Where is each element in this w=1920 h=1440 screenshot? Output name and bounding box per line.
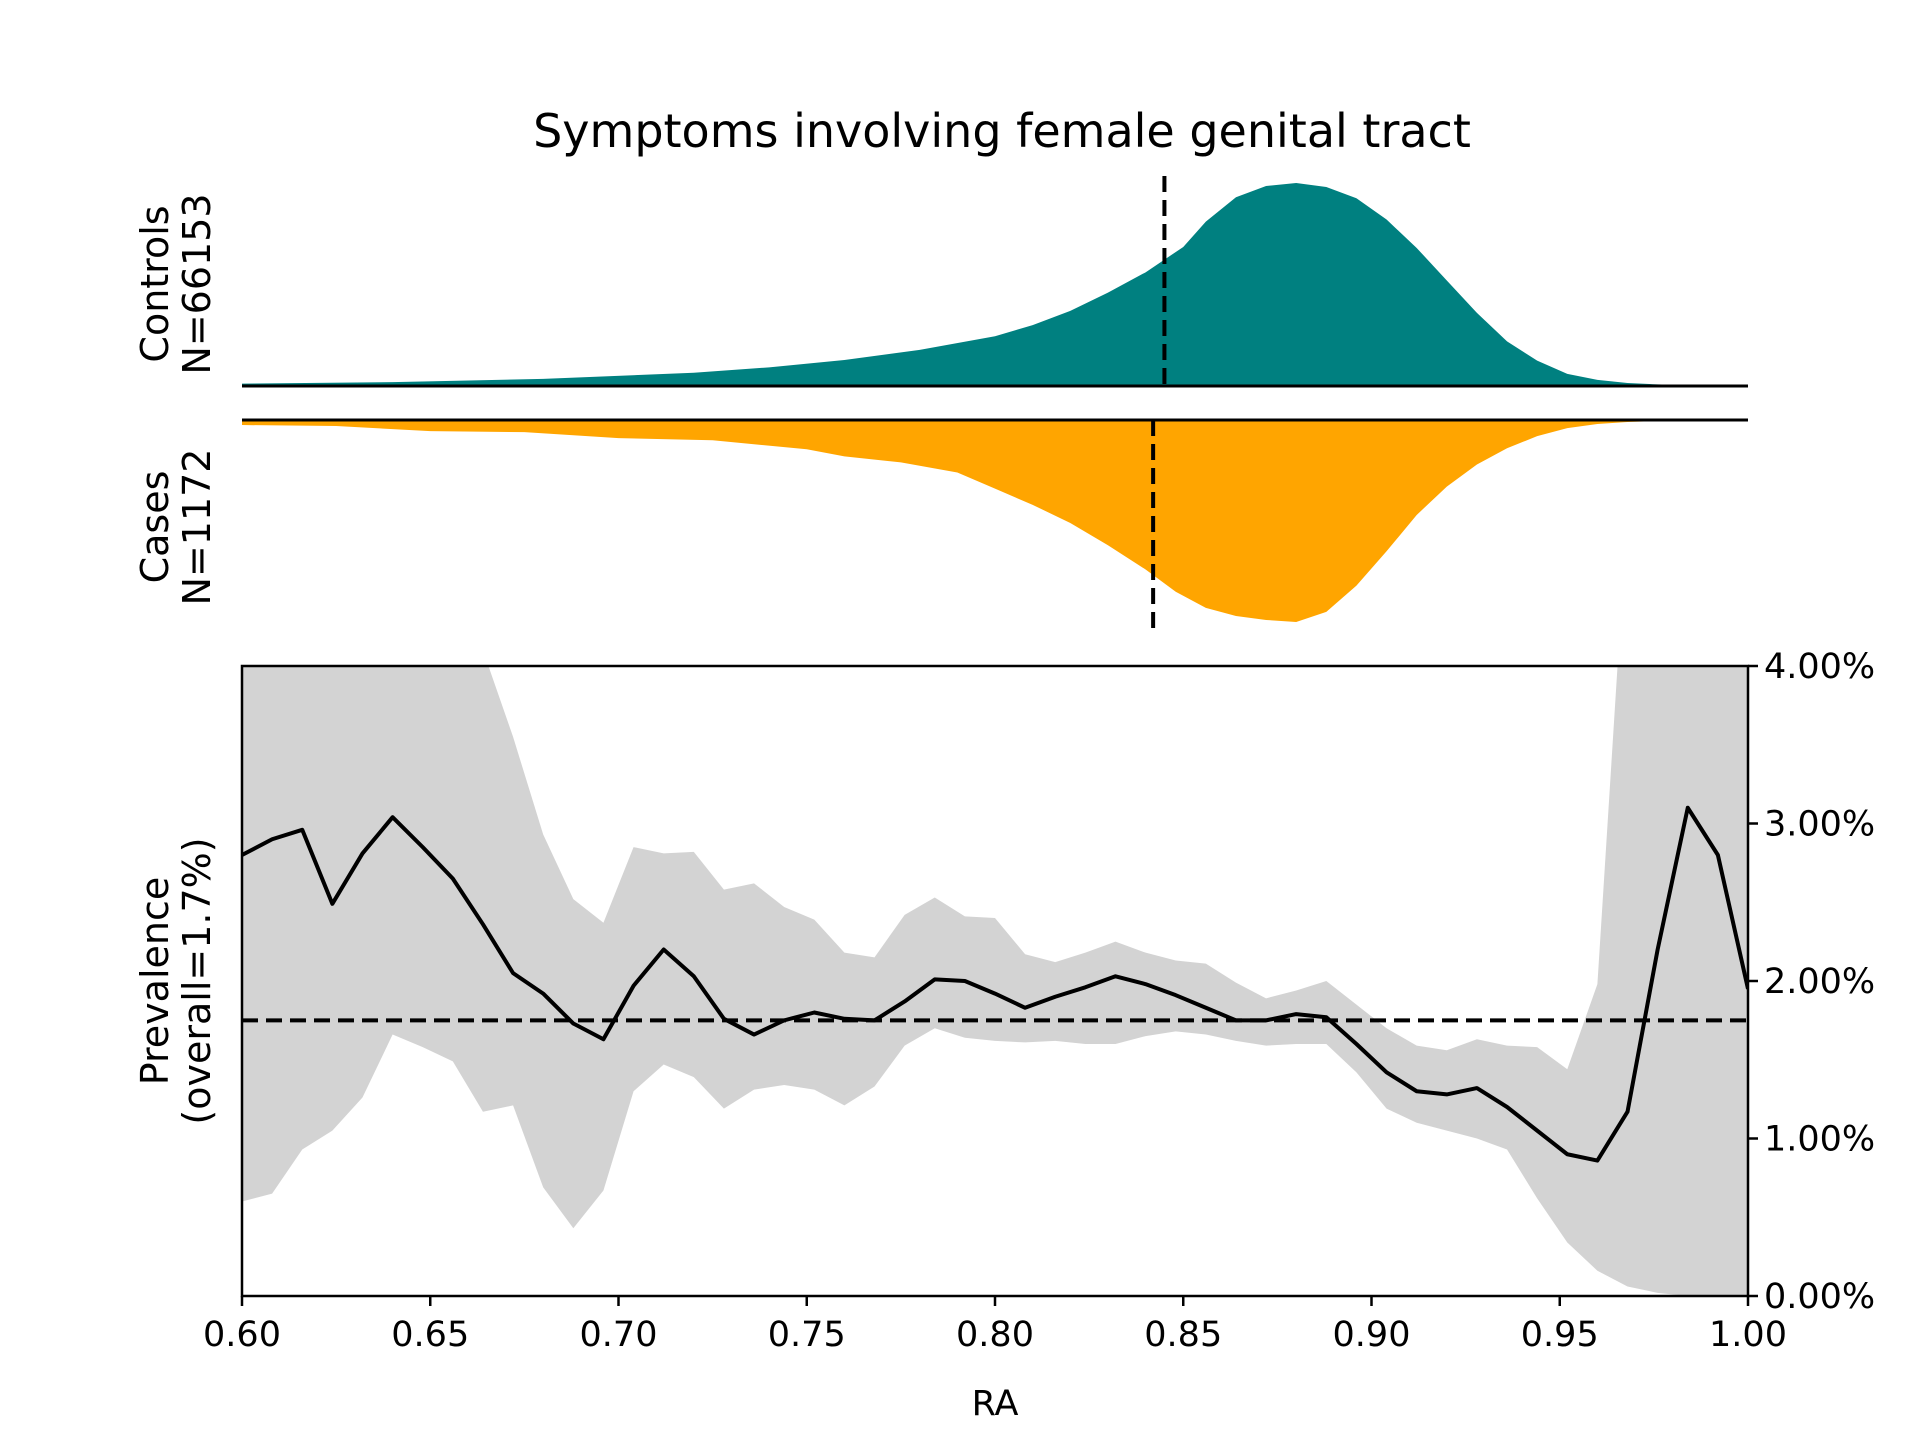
cases-panel: Cases N=1172 [133, 418, 1748, 630]
controls-panel: Controls N=66153 [133, 176, 1748, 388]
x-tick-label: 0.75 [768, 1315, 846, 1355]
prevalence-ylabel-line2: (overall=1.7%) [175, 837, 219, 1124]
x-axis-label: RA [972, 1384, 1019, 1424]
confidence-band [242, 666, 1748, 1296]
y-tick-label: 2.00% [1764, 962, 1875, 1002]
cases-ylabel-line2: N=1172 [175, 449, 219, 606]
x-tick-label: 1.00 [1709, 1315, 1787, 1355]
x-tick-label: 0.80 [956, 1315, 1034, 1355]
cases-density-area [242, 420, 1748, 622]
prevalence-ylabel-line1: Prevalence [133, 877, 177, 1085]
prevalence-line [242, 805, 1748, 1163]
x-tick-label: 0.70 [580, 1315, 658, 1355]
y-tick-label: 1.00% [1764, 1120, 1875, 1160]
y-tick-label: 0.00% [1764, 1277, 1875, 1317]
x-tick-label: 0.85 [1144, 1315, 1222, 1355]
x-tick-label: 0.60 [203, 1315, 281, 1355]
x-tick-label: 0.65 [391, 1315, 469, 1355]
controls-ylabel-line2: N=66153 [175, 193, 219, 374]
x-axis-ticks: 0.60 0.65 0.70 0.75 0.80 0.85 0.90 0.95 1.00 [203, 1296, 1787, 1355]
controls-ylabel-line1: Controls [133, 205, 177, 362]
x-tick-label: 0.90 [1333, 1315, 1411, 1355]
y-tick-label: 4.00% [1764, 647, 1875, 687]
x-tick-label: 0.95 [1521, 1315, 1599, 1355]
chart-title: Symptoms involving female genital tract [533, 104, 1471, 158]
prevalence-panel: 0.60 0.65 0.70 0.75 0.80 0.85 0.90 0.95 1.00 0.0… [133, 647, 1875, 1424]
cases-ylabel-line1: Cases [133, 471, 177, 584]
y-tick-label: 3.00% [1764, 805, 1875, 845]
y-axis-ticks: 0.00% 1.00% 2.00% 3.00% 4.00% [1748, 647, 1875, 1317]
controls-density-area [242, 183, 1748, 386]
